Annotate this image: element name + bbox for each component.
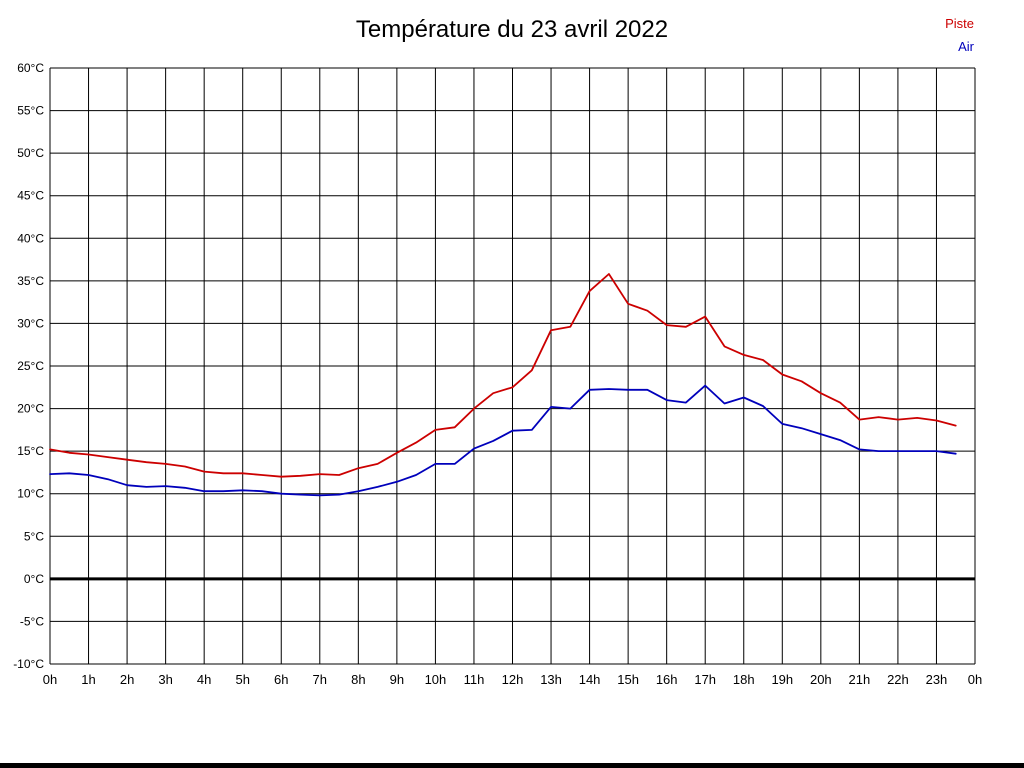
- x-tick-label: 6h: [274, 672, 288, 687]
- x-tick-label: 22h: [887, 672, 909, 687]
- legend-item-air: Air: [958, 39, 974, 54]
- x-tick-label: 0h: [968, 672, 982, 687]
- x-tick-label: 1h: [81, 672, 95, 687]
- x-tick-label: 12h: [502, 672, 524, 687]
- x-tick-label: 10h: [425, 672, 447, 687]
- x-tick-label: 8h: [351, 672, 365, 687]
- y-tick-label: 40°C: [17, 231, 44, 245]
- series-piste-line: [49, 273, 957, 478]
- x-tick-label: 20h: [810, 672, 832, 687]
- y-tick-label: 0°C: [24, 572, 44, 586]
- y-tick-label: 20°C: [17, 402, 44, 416]
- bottom-border: [0, 763, 1024, 768]
- x-tick-label: 16h: [656, 672, 678, 687]
- x-tick-label: 2h: [120, 672, 134, 687]
- legend-item-piste: Piste: [945, 16, 974, 31]
- x-tick-label: 0h: [43, 672, 57, 687]
- x-tick-label: 21h: [849, 672, 871, 687]
- y-tick-label: 35°C: [17, 274, 44, 288]
- y-tick-label: 45°C: [17, 189, 44, 203]
- y-tick-label: 50°C: [17, 146, 44, 160]
- y-tick-label: -10°C: [13, 657, 44, 671]
- x-tick-label: 7h: [313, 672, 327, 687]
- legend: Piste Air: [945, 12, 974, 58]
- x-tick-label: 11h: [464, 672, 485, 687]
- y-tick-label: 25°C: [17, 359, 44, 373]
- x-tick-label: 23h: [926, 672, 948, 687]
- x-tick-label: 18h: [733, 672, 755, 687]
- chart-title: Température du 23 avril 2022: [355, 16, 669, 43]
- y-tick-label: 60°C: [17, 61, 44, 75]
- y-tick-label: -5°C: [20, 614, 44, 628]
- x-tick-label: 15h: [617, 672, 639, 687]
- y-tick-label: 55°C: [17, 104, 44, 118]
- x-tick-label: 9h: [390, 672, 404, 687]
- y-tick-label: 30°C: [17, 316, 44, 330]
- x-tick-label: 3h: [158, 672, 172, 687]
- y-tick-label: 5°C: [24, 529, 44, 543]
- y-tick-label: 10°C: [17, 487, 44, 501]
- x-tick-label: 4h: [197, 672, 211, 687]
- series-air-line: [49, 384, 957, 497]
- x-tick-label: 14h: [579, 672, 601, 687]
- x-tick-label: 13h: [540, 672, 562, 687]
- x-tick-label: 19h: [771, 672, 793, 687]
- y-tick-label: 15°C: [17, 444, 44, 458]
- x-tick-label: 17h: [694, 672, 716, 687]
- x-tick-label: 5h: [235, 672, 249, 687]
